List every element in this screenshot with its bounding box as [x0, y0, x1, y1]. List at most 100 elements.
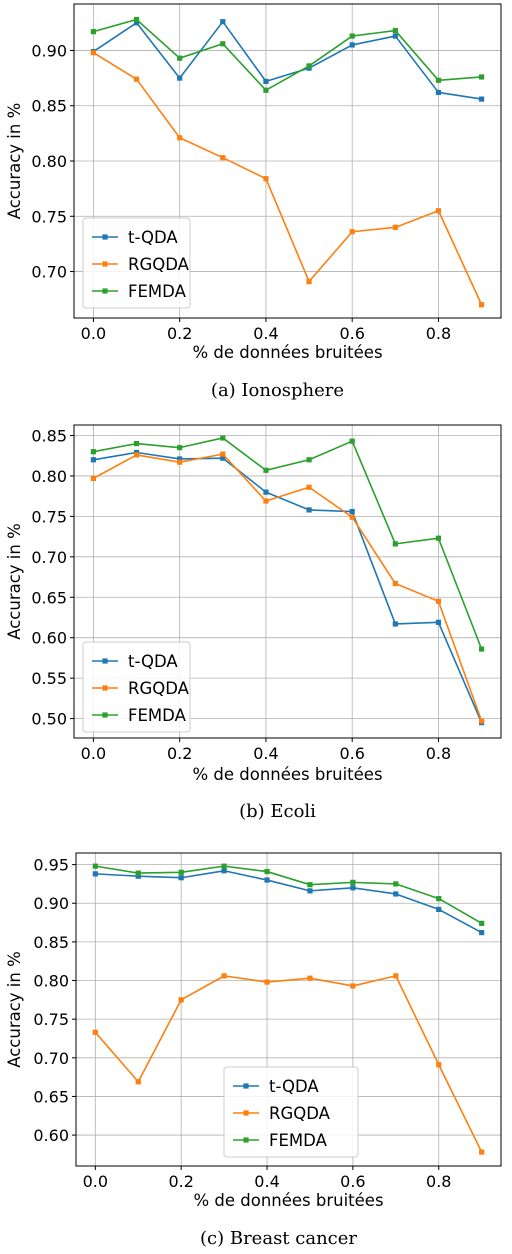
legend-label-rgqda: RGQDA	[128, 255, 190, 274]
y-tick-label: 0.90	[31, 41, 67, 60]
y-tick-label: 0.80	[33, 972, 69, 991]
data-point-rgqda	[350, 983, 356, 989]
legend-label-femda: FEMDA	[269, 1131, 328, 1150]
series-line-t-qda	[93, 451, 483, 723]
x-tick-label: 0.0	[81, 744, 106, 763]
y-axis-title: Accuracy in %	[5, 523, 24, 640]
data-point-rgqda	[392, 580, 398, 587]
y-tick-label: 0.60	[31, 629, 67, 648]
legend-label-t-qda: t-QDA	[128, 228, 178, 247]
data-point-t-qda	[435, 89, 442, 96]
data-point-rgqda	[392, 224, 398, 230]
data-point-femda	[393, 881, 399, 887]
data-point-femda	[220, 435, 226, 441]
chart-panel-2: 0.0 0.2 0.4 0.6 0.8 0.50 0.55 0.60 0.65 0.70 0.75 0…	[5, 424, 502, 822]
data-point-femda	[435, 77, 442, 83]
data-point-femda	[92, 863, 98, 869]
data-point-femda	[264, 868, 270, 875]
x-axis-title: % de données bruitées	[192, 343, 382, 362]
legend-label-rgqda: RGQDA	[128, 679, 190, 698]
data-point-t-qda	[90, 457, 97, 463]
legend: t-QDA RGQDA FEMDA	[82, 217, 191, 309]
data-point-femda	[177, 55, 183, 61]
x-tick-label: 0.8	[426, 324, 451, 343]
series-line-femda	[93, 437, 483, 650]
data-point-rgqda	[349, 229, 355, 235]
figure-caption: (b) Ecoli	[239, 801, 316, 822]
series-line-rgqda	[93, 453, 483, 722]
y-tick-label: 0.75	[31, 507, 67, 526]
data-point-femda	[177, 445, 183, 451]
legend-marker-t-qda	[102, 658, 108, 664]
data-point-femda	[392, 27, 398, 34]
figure-caption: (c) Breast cancer	[200, 1228, 357, 1249]
data-point-t-qda	[133, 20, 140, 26]
y-tick-label: 0.95	[33, 856, 69, 875]
y-tick-label: 0.55	[31, 669, 67, 688]
data-point-t-qda	[263, 78, 269, 84]
data-point-rgqda	[220, 451, 226, 457]
legend-label-t-qda: t-QDA	[269, 1077, 319, 1096]
y-tick-label: 0.60	[33, 1126, 69, 1145]
legend-marker-rgqda	[102, 685, 108, 691]
data-point-rgqda	[263, 498, 269, 504]
data-point-rgqda	[133, 452, 140, 458]
data-point-rgqda	[92, 1029, 98, 1035]
data-point-rgqda	[133, 76, 140, 82]
data-point-rgqda	[177, 135, 183, 141]
data-point-t-qda	[177, 456, 183, 462]
data-point-femda	[306, 457, 312, 463]
legend-marker-femda	[102, 712, 108, 718]
data-point-t-qda	[135, 873, 141, 879]
data-point-t-qda	[306, 507, 312, 513]
data-point-t-qda	[263, 489, 269, 495]
x-tick-label: 0.2	[168, 1172, 193, 1191]
data-point-femda	[221, 863, 227, 869]
data-point-femda	[90, 449, 97, 455]
legend-label-t-qda: t-QDA	[128, 652, 178, 671]
plot-frame	[73, 424, 502, 739]
data-point-t-qda	[349, 508, 355, 515]
legend: t-QDA RGQDA FEMDA	[223, 1066, 359, 1158]
data-point-femda	[135, 870, 141, 876]
data-point-rgqda	[478, 718, 485, 724]
data-point-femda	[133, 16, 140, 23]
data-point-t-qda	[92, 871, 98, 877]
data-point-rgqda	[135, 1079, 141, 1085]
data-point-rgqda	[435, 208, 442, 214]
data-point-femda	[349, 33, 355, 39]
series-line-femda	[93, 18, 482, 92]
series-line-femda	[95, 865, 483, 925]
data-point-femda	[90, 29, 97, 35]
legend-marker-rgqda	[243, 1110, 249, 1116]
y-tick-label: 0.70	[31, 263, 67, 282]
legend: t-QDA RGQDA FEMDA	[82, 641, 191, 733]
x-tick-label: 0.8	[426, 1172, 451, 1191]
data-point-t-qda	[307, 888, 313, 894]
x-tick-label: 0.6	[339, 744, 364, 763]
data-point-femda	[306, 63, 312, 69]
y-axis-title: Accuracy in %	[5, 951, 24, 1068]
data-point-rgqda	[478, 302, 485, 308]
data-point-femda	[178, 869, 184, 875]
y-tick-label: 0.70	[31, 548, 67, 567]
legend-marker-femda	[102, 288, 108, 294]
data-point-femda	[263, 87, 269, 93]
figure-caption: (a) Ionosphere	[211, 380, 344, 401]
data-point-rgqda	[349, 514, 355, 520]
data-point-rgqda	[264, 979, 270, 985]
legend-box	[223, 1066, 359, 1158]
data-point-t-qda	[436, 906, 442, 913]
x-tick-label: 0.2	[167, 324, 192, 343]
data-point-t-qda	[177, 75, 183, 81]
data-point-femda	[479, 920, 485, 926]
x-tick-label: 0.0	[83, 1172, 108, 1191]
data-point-t-qda	[264, 877, 270, 883]
data-point-femda	[263, 467, 269, 473]
x-tick-label: 0.4	[254, 1172, 279, 1191]
data-point-t-qda	[478, 96, 485, 102]
data-point-t-qda	[220, 455, 226, 461]
data-point-femda	[478, 74, 485, 80]
y-tick-label: 0.80	[31, 152, 67, 171]
